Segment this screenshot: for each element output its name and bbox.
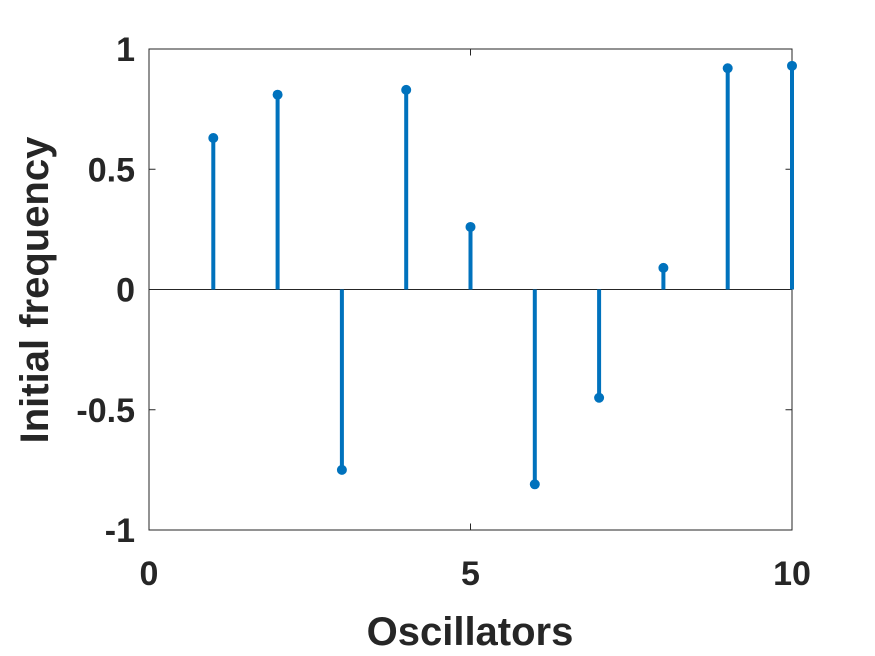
y-axis-label: Initial frequency	[13, 136, 57, 443]
stem-marker	[401, 84, 412, 95]
y-tick-label: 0.5	[88, 151, 135, 189]
stem-marker	[336, 464, 347, 475]
y-tick-labels: 1 0.5 0 -0.5 -1	[76, 31, 135, 550]
stem-marker	[787, 60, 797, 71]
stems-group	[208, 60, 797, 490]
x-tick-label: 10	[773, 555, 811, 593]
y-tick-label: 1	[116, 31, 135, 69]
stem-marker	[722, 63, 733, 74]
y-tick-label: -1	[105, 512, 135, 550]
stem-marker	[594, 392, 605, 403]
stem-marker	[465, 221, 476, 232]
stem-marker	[658, 262, 669, 273]
stem-marker	[272, 89, 283, 100]
y-tick-label: 0	[116, 272, 135, 310]
x-tick-label: 5	[461, 555, 480, 593]
x-tick-labels: 0 5 10	[140, 555, 811, 593]
stem-marker	[529, 479, 540, 490]
x-axis-label: Oscillators	[367, 610, 574, 654]
y-tick-label: -0.5	[76, 392, 135, 430]
x-tick-label: 0	[140, 555, 159, 593]
stem-marker	[208, 132, 219, 143]
